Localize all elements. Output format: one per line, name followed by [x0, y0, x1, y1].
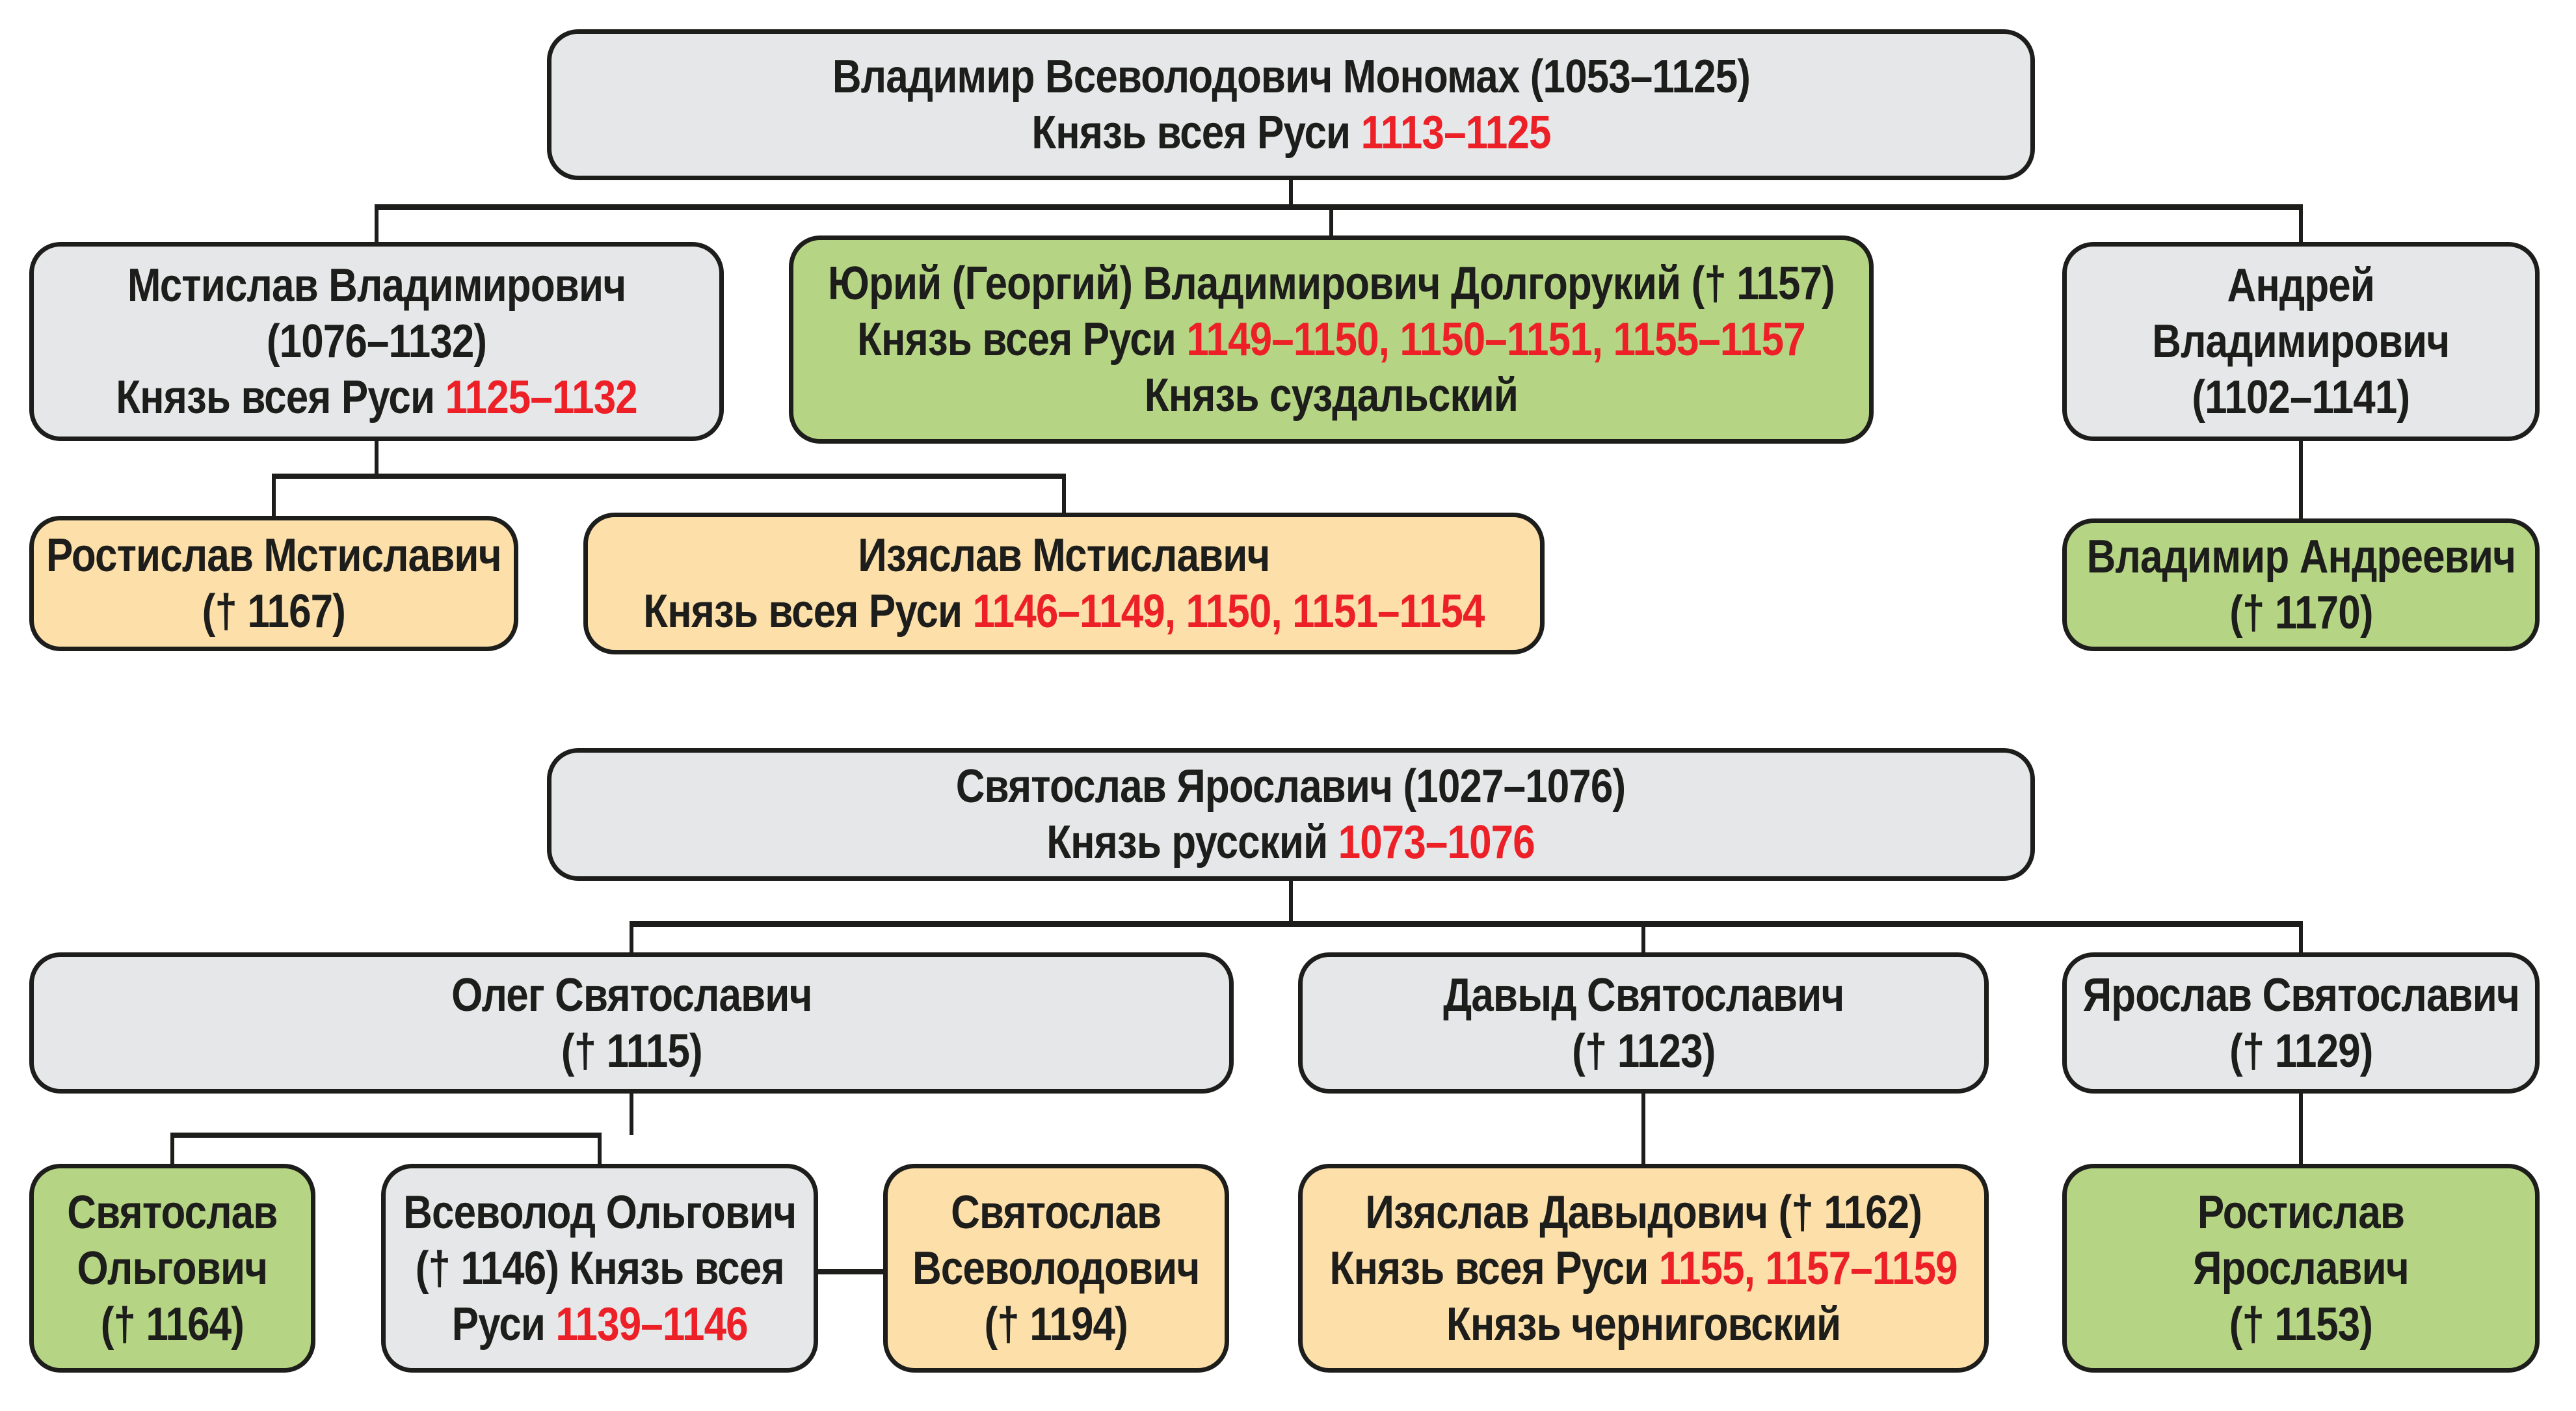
person-box-yaroslav-svyatoslavich: Ярослав Святославич († 1129) — [2062, 952, 2540, 1094]
connector-svyatoslav-down — [1289, 881, 1293, 925]
person-box-vsevolod-olgovich: Всеволод Ольгович († 1146) Князь всея Руси… — [381, 1164, 818, 1373]
person-box-rostislav-yaroslavich: Ростислав Ярославич († 1153) — [2062, 1164, 2540, 1373]
person-box-text: Давыд Святославич († 1123) — [1442, 969, 1844, 1077]
connector-svyatoslav-children-bus — [630, 921, 2303, 927]
connector-to-andrey — [2299, 204, 2303, 245]
person-box-svyatoslav-olgovich: Святослав Ольгович († 1164) — [29, 1164, 315, 1373]
connector-to-davyd — [1641, 921, 1645, 955]
person-box-text: Святослав Ольгович († 1164) — [67, 1186, 278, 1351]
person-box-text: Всеволод Ольгович († 1146) Князь всея Руси… — [403, 1186, 797, 1351]
person-box-text: Изяслав Мстиславич Князь всея Руси 1146–1… — [643, 530, 1485, 638]
person-box-vladimir-monomakh: Владимир Всеволодович Мономах (1053–1125… — [547, 29, 2035, 180]
connector-to-oleg — [630, 921, 633, 955]
person-box-oleg-svyatoslavich: Олег Святославич († 1115) — [29, 952, 1234, 1094]
person-box-yuri-dolgoruky: Юрий (Георгий) Владимирович Долгорукий (… — [789, 235, 1874, 444]
person-box-text: Ростислав Ярославич († 1153) — [2193, 1186, 2410, 1351]
person-box-izyaslav-davydovich: Изяслав Давыдович († 1162) Князь всея Рус… — [1298, 1164, 1989, 1373]
connector-to-vsevolod-olgovich — [598, 1133, 602, 1166]
person-box-izyaslav-mstislavich: Изяслав Мстиславич Князь всея Руси 1146–1… — [583, 513, 1545, 654]
person-box-text: Олег Святославич († 1115) — [451, 969, 812, 1077]
person-box-text: Мстислав Владимирович (1076–1132) Князь вс… — [116, 260, 637, 423]
person-box-text: Изяслав Давыдович († 1162) Князь всея Рус… — [1329, 1186, 1958, 1351]
person-box-vladimir-andreevich: Владимир Андреевич († 1170) — [2062, 518, 2540, 651]
connector-mstislav-down — [375, 441, 378, 479]
connector-monomakh-children-bus — [375, 204, 2303, 210]
connector-to-vladimir-andreevich — [2299, 441, 2303, 520]
person-box-text: Юрий (Георгий) Владимирович Долгорукий (… — [828, 258, 1835, 422]
connector-mstislav-children-bus — [272, 474, 1066, 479]
connector-to-izyaslav-mstislavich — [1062, 474, 1066, 515]
connector-vsevolod-to-svyatoslav-vsevolodovich — [817, 1269, 884, 1274]
person-box-svyatoslav-yaroslavich: Святослав Ярославич (1027–1076) Князь рус… — [547, 748, 2035, 881]
connector-to-yuri — [1329, 204, 1333, 238]
connector-to-mstislav — [375, 204, 378, 245]
person-box-davyd-svyatoslavich: Давыд Святославич († 1123) — [1298, 952, 1989, 1094]
person-box-text: Святослав Всеволодович († 1194) — [912, 1186, 1200, 1351]
connector-oleg-children-bus — [170, 1133, 602, 1138]
person-box-text: Ростислав Мстиславич († 1167) — [46, 530, 502, 638]
connector-to-izyaslav-davydovich — [1641, 1094, 1645, 1166]
connector-to-rostislav-yaroslavich — [2299, 1094, 2303, 1166]
person-box-text: Андрей Владимирович (1102–1141) — [2152, 260, 2450, 423]
person-box-text: Владимир Всеволодович Мономах (1053–1125… — [832, 51, 1750, 159]
connector-to-svyatoslav-olgovich — [170, 1133, 174, 1166]
person-box-andrey-vladimirovich: Андрей Владимирович (1102–1141) — [2062, 242, 2540, 441]
connector-monomakh-down — [1289, 179, 1293, 210]
person-box-mstislav-vladimirovich: Мстислав Владимирович (1076–1132) Князь вс… — [29, 242, 724, 441]
connector-oleg-down — [630, 1094, 633, 1135]
person-box-text: Святослав Ярославич (1027–1076) Князь рус… — [956, 760, 1626, 868]
connector-to-rostislav-mstislavich — [272, 474, 276, 518]
connector-to-yaroslav — [2299, 921, 2303, 955]
person-box-rostislav-mstislavich: Ростислав Мстиславич († 1167) — [29, 516, 518, 651]
person-box-svyatoslav-vsevolodovich: Святослав Всеволодович († 1194) — [883, 1164, 1229, 1373]
person-box-text: Владимир Андреевич († 1170) — [2086, 531, 2516, 639]
person-box-text: Ярослав Святославич († 1129) — [2082, 969, 2519, 1077]
